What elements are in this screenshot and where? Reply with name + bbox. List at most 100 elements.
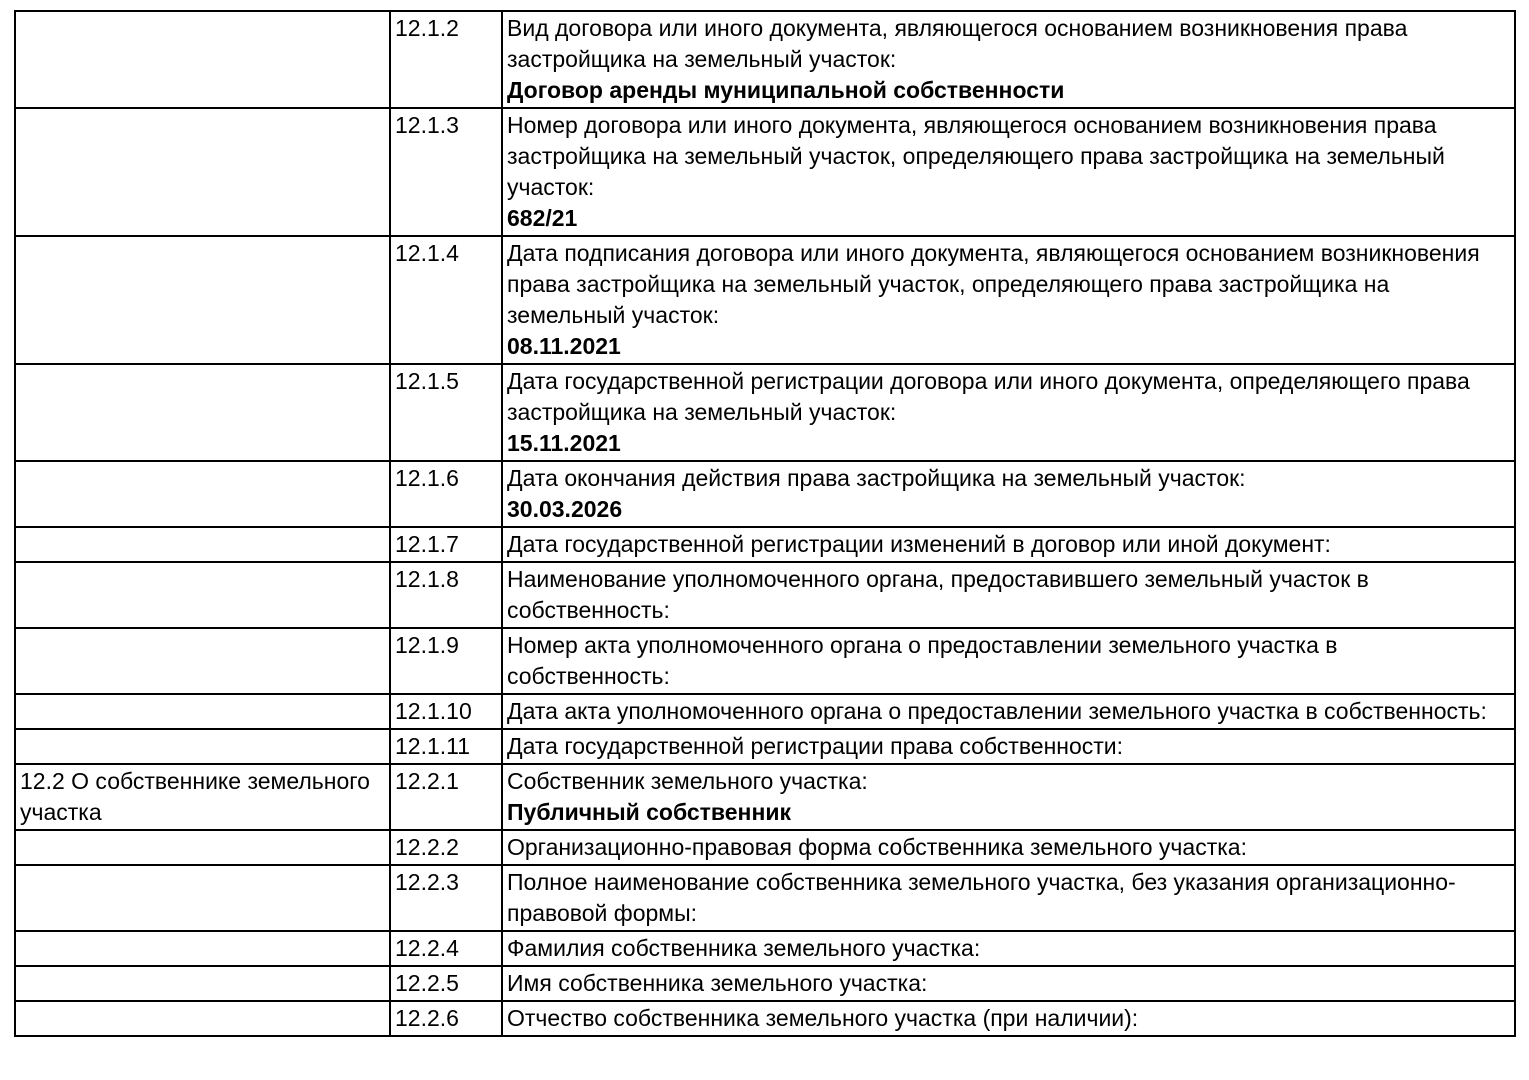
item-code: 12.1.10 xyxy=(395,698,472,724)
table-row: 12.2.4 Фамилия собственника земельного у… xyxy=(14,930,1516,967)
table-row: 12.2.3 Полное наименование собственника … xyxy=(14,864,1516,932)
code-cell: 12.1.11 xyxy=(389,728,503,765)
field-label: Имя собственника земельного участка: xyxy=(507,970,928,996)
field-value: 08.11.2021 xyxy=(507,333,621,359)
description-cell: Организационно-правовая форма собственни… xyxy=(501,829,1516,866)
field-label: Дата государственной регистрации договор… xyxy=(507,368,1470,425)
description-cell: Фамилия собственника земельного участка: xyxy=(501,930,1516,967)
item-code: 12.1.9 xyxy=(395,632,459,658)
description-cell: Вид договора или иного документа, являющ… xyxy=(501,10,1516,109)
section-cell xyxy=(14,864,391,932)
field-label: Полное наименование собственника земельн… xyxy=(507,869,1456,926)
code-cell: 12.1.4 xyxy=(389,235,503,365)
description-cell: Дата акта уполномоченного органа о предо… xyxy=(501,693,1516,730)
item-code: 12.2.3 xyxy=(395,869,459,895)
description-cell: Собственник земельного участка: Публичны… xyxy=(501,763,1516,831)
item-code: 12.2.1 xyxy=(395,768,459,794)
table-row: 12.2.5 Имя собственника земельного участ… xyxy=(14,965,1516,1002)
item-code: 12.2.4 xyxy=(395,935,459,961)
section-cell xyxy=(14,526,391,563)
section-cell xyxy=(14,627,391,695)
description-cell: Отчество собственника земельного участка… xyxy=(501,1000,1516,1037)
code-cell: 12.1.7 xyxy=(389,526,503,563)
field-label: Дата подписания договора или иного докум… xyxy=(507,240,1480,328)
section-cell xyxy=(14,561,391,629)
description-cell: Дата окончания действия права застройщик… xyxy=(501,460,1516,528)
field-label: Организационно-правовая форма собственни… xyxy=(507,834,1247,860)
code-cell: 12.2.3 xyxy=(389,864,503,932)
declaration-table: 12.1.2 Вид договора или иного документа,… xyxy=(14,10,1516,1037)
table-row: 12.1.6 Дата окончания действия права зас… xyxy=(14,460,1516,528)
item-code: 12.1.4 xyxy=(395,240,459,266)
table-row: 12.1.5 Дата государственной регистрации … xyxy=(14,363,1516,462)
table-row: 12.1.3 Номер договора или иного документ… xyxy=(14,107,1516,237)
description-cell: Номер акта уполномоченного органа о пред… xyxy=(501,627,1516,695)
table-row: 12.1.4 Дата подписания договора или иног… xyxy=(14,235,1516,365)
field-label: Дата государственной регистрации изменен… xyxy=(507,531,1331,557)
field-value: Публичный собственник xyxy=(507,799,791,825)
item-code: 12.1.5 xyxy=(395,368,459,394)
table-row: 12.1.8 Наименование уполномоченного орга… xyxy=(14,561,1516,629)
code-cell: 12.1.5 xyxy=(389,363,503,462)
code-cell: 12.1.10 xyxy=(389,693,503,730)
field-label: Наименование уполномоченного органа, пре… xyxy=(507,566,1369,623)
code-cell: 12.1.2 xyxy=(389,10,503,109)
item-code: 12.1.8 xyxy=(395,566,459,592)
description-cell: Имя собственника земельного участка: xyxy=(501,965,1516,1002)
table-row: 12.2.6 Отчество собственника земельного … xyxy=(14,1000,1516,1037)
table-row: 12.2.2 Организационно-правовая форма соб… xyxy=(14,829,1516,866)
field-label: Номер акта уполномоченного органа о пред… xyxy=(507,632,1338,689)
section-cell xyxy=(14,965,391,1002)
code-cell: 12.2.1 xyxy=(389,763,503,831)
table-row: 12.2 О собственнике земельного участка 1… xyxy=(14,763,1516,831)
section-cell xyxy=(14,728,391,765)
description-cell: Дата подписания договора или иного докум… xyxy=(501,235,1516,365)
code-cell: 12.1.3 xyxy=(389,107,503,237)
description-cell: Дата государственной регистрации права с… xyxy=(501,728,1516,765)
field-label: Вид договора или иного документа, являющ… xyxy=(507,15,1408,72)
section-cell xyxy=(14,829,391,866)
item-code: 12.2.5 xyxy=(395,970,459,996)
section-cell xyxy=(14,363,391,462)
description-cell: Полное наименование собственника земельн… xyxy=(501,864,1516,932)
code-cell: 12.1.8 xyxy=(389,561,503,629)
section-cell xyxy=(14,930,391,967)
field-label: Фамилия собственника земельного участка: xyxy=(507,935,981,961)
code-cell: 12.2.2 xyxy=(389,829,503,866)
field-label: Номер договора или иного документа, явля… xyxy=(507,112,1445,200)
item-code: 12.1.7 xyxy=(395,531,459,557)
section-cell xyxy=(14,235,391,365)
field-value: 15.11.2021 xyxy=(507,430,621,456)
description-cell: Номер договора или иного документа, явля… xyxy=(501,107,1516,237)
field-value: 30.03.2026 xyxy=(507,496,623,522)
field-value: 682/21 xyxy=(507,205,578,231)
table-row: 12.1.7 Дата государственной регистрации … xyxy=(14,526,1516,563)
field-label: Отчество собственника земельного участка… xyxy=(507,1005,1139,1031)
section-cell xyxy=(14,1000,391,1037)
item-code: 12.1.2 xyxy=(395,15,459,41)
code-cell: 12.2.5 xyxy=(389,965,503,1002)
item-code: 12.1.6 xyxy=(395,465,459,491)
item-code: 12.2.2 xyxy=(395,834,459,860)
section-cell xyxy=(14,693,391,730)
table-row: 12.1.11 Дата государственной регистрации… xyxy=(14,728,1516,765)
table-row: 12.1.9 Номер акта уполномоченного органа… xyxy=(14,627,1516,695)
description-cell: Дата государственной регистрации договор… xyxy=(501,363,1516,462)
code-cell: 12.2.4 xyxy=(389,930,503,967)
field-label: Дата государственной регистрации права с… xyxy=(507,733,1124,759)
field-value: Договор аренды муниципальной собственнос… xyxy=(507,77,1065,103)
section-cell xyxy=(14,107,391,237)
table-row: 12.1.10 Дата акта уполномоченного органа… xyxy=(14,693,1516,730)
section-cell xyxy=(14,460,391,528)
table-body: 12.1.2 Вид договора или иного документа,… xyxy=(14,10,1516,1037)
section-label: 12.2 О собственнике земельного участка xyxy=(20,768,370,825)
description-cell: Наименование уполномоченного органа, пре… xyxy=(501,561,1516,629)
section-cell: 12.2 О собственнике земельного участка xyxy=(14,763,391,831)
field-label: Дата акта уполномоченного органа о предо… xyxy=(507,698,1487,724)
code-cell: 12.1.6 xyxy=(389,460,503,528)
code-cell: 12.2.6 xyxy=(389,1000,503,1037)
item-code: 12.2.6 xyxy=(395,1005,459,1031)
description-cell: Дата государственной регистрации изменен… xyxy=(501,526,1516,563)
section-cell xyxy=(14,10,391,109)
